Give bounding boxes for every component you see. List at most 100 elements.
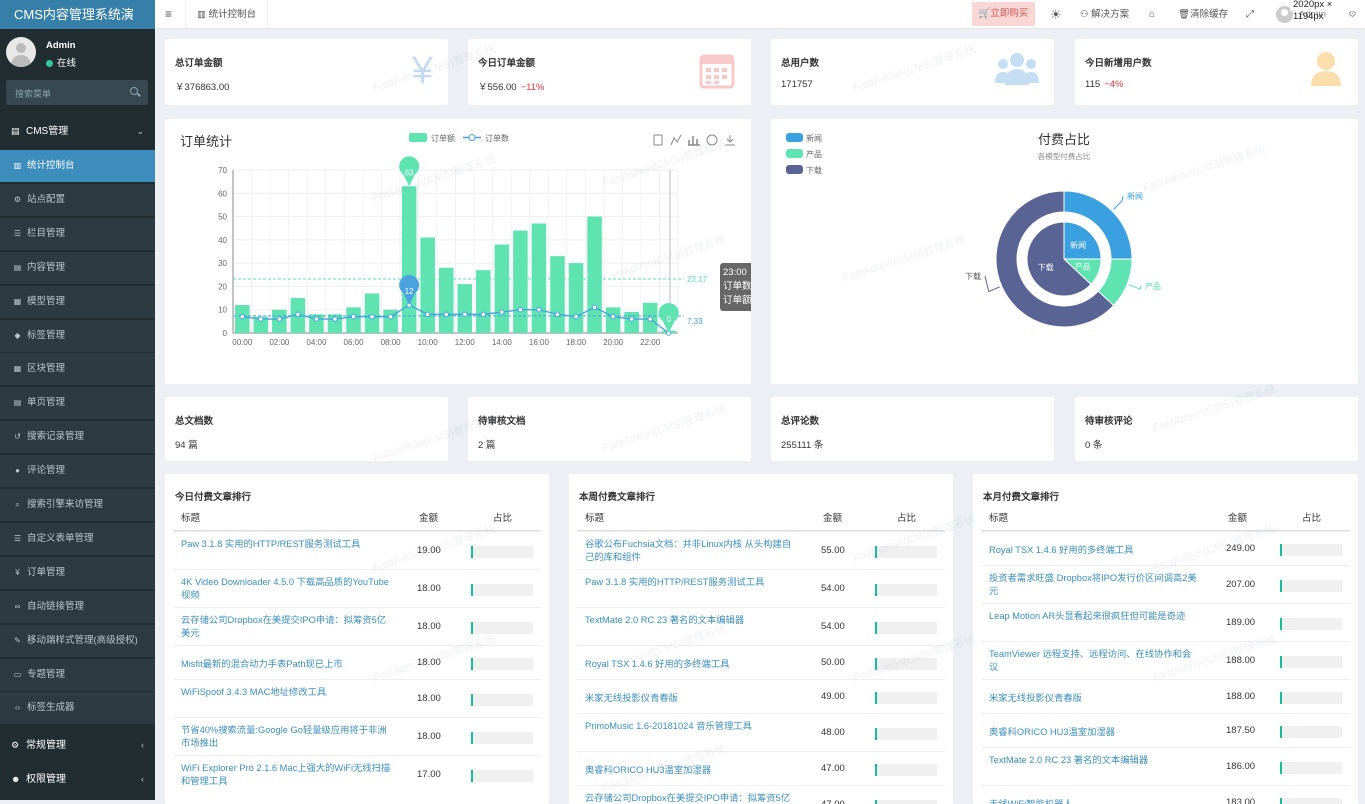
search-icon[interactable] xyxy=(130,87,138,95)
article-title-link[interactable]: 无线WiFi智能机器人 xyxy=(989,799,1073,804)
sidebar-item-label: 模型管理 xyxy=(27,295,66,307)
cogs-icon: ⚙ xyxy=(11,740,20,750)
column-header-ratio: 占比 xyxy=(1302,513,1322,524)
article-title-link[interactable]: Royal TSX 1.4.6 好用的多终端工具 xyxy=(989,545,1134,555)
x-tick-label: 10:00 xyxy=(418,338,439,347)
menu-toggle-icon[interactable]: ≡ xyxy=(165,7,173,21)
ranking-title: 本周付费文章排行 xyxy=(579,492,656,503)
article-title-link[interactable]: 云存储公司Dropbox在美提交IPO申请：拟筹资5亿美元 xyxy=(585,793,791,803)
theme-toggle-icon[interactable]: ☀ xyxy=(1050,7,1062,22)
ratio-progress-bar xyxy=(471,770,533,782)
series-point xyxy=(443,311,449,318)
article-title-link[interactable]: Paw 3.1.8 实用的HTTP/REST服务测试工具 xyxy=(181,539,361,549)
x-tick-label: 16:00 xyxy=(529,338,550,347)
article-title-link[interactable]: 米家无线投影仪青春版 xyxy=(585,693,678,703)
sidebar-item-label: 单页管理 xyxy=(27,397,66,409)
user-avatar[interactable] xyxy=(1276,6,1293,23)
sidebar-item-1[interactable]: ▥ 统计控制台 xyxy=(0,150,155,182)
sidebar-item-4[interactable]: ▤ 内容管理 xyxy=(0,251,155,284)
ratio-progress-bar xyxy=(875,764,937,776)
fullscreen-icon[interactable]: ⤢ xyxy=(1246,9,1254,20)
article-title-link[interactable]: 节省40%搜索流量:Google Go轻量级应用将于非洲市场推出 xyxy=(181,725,387,748)
sidebar-item-10[interactable]: ● 评论管理 xyxy=(0,455,155,488)
stat-number: 171757 xyxy=(781,79,813,90)
article-title-link[interactable]: TeamViewer 远程支持、远程访问、在线协作和会议 xyxy=(989,649,1192,672)
x-tick-label: 06:00 xyxy=(344,338,365,347)
sidebar-item-6[interactable]: ◆ 标签管理 xyxy=(0,319,155,352)
sidebar-item-5[interactable]: ▦ 模型管理 xyxy=(0,285,155,318)
article-title-link[interactable]: Misfit最新的混合动力手表Path现已上市 xyxy=(181,659,343,669)
ranking-card-today: 今日付费文章排行 标题 金额 占比 Paw 3.1.8 实用的HTTP/REST服务测试… xyxy=(165,474,549,804)
article-title-link[interactable]: 4K Video Downloader 4.5.0 下载高品质的YouTube视… xyxy=(181,577,389,600)
chart-bar xyxy=(624,312,639,333)
table-row: Paw 3.1.8 实用的HTTP/REST服务测试工具 54.00 xyxy=(577,569,945,607)
column-header-title: 标题 xyxy=(181,513,201,524)
sidebar-item-8[interactable]: ▤ 单页管理 xyxy=(0,387,155,420)
app-logo[interactable]: CMS内容管理系统演 xyxy=(0,0,155,29)
sidebar-group-general[interactable]: ⚙ 常规管理 ‹ xyxy=(0,728,155,762)
clear-cache-link[interactable]: 🗑清除缓存 xyxy=(1178,0,1228,29)
article-title-link[interactable]: TextMate 2.0 RC 23 著名的文本编辑器 xyxy=(585,615,745,625)
sidebar-item-2[interactable]: ⚙ 站点配置 xyxy=(0,183,155,216)
sidebar-section-cms[interactable]: ▤ CMS管理 ⌄ xyxy=(0,114,155,148)
sidebar-item-16[interactable]: ▭ 专题管理 xyxy=(0,658,155,691)
article-title-link[interactable]: Royal TSX 1.4.6 好用的多终端工具 xyxy=(585,659,730,669)
series-point xyxy=(369,314,375,320)
table-row: 无线WiFi智能机器人 183.00 xyxy=(981,785,1350,804)
article-title-link[interactable]: 奥睿科ORICO HU3温室加湿器 xyxy=(585,765,712,775)
file-icon: ▤ xyxy=(13,262,22,272)
sidebar-item-9[interactable]: ↺ 搜索记录管理 xyxy=(0,421,155,454)
y-tick-label: 0 xyxy=(223,329,228,338)
user-menu[interactable]: Admin xyxy=(1299,0,1326,29)
sidebar-group-permission[interactable]: ☻ 权限管理 ‹ xyxy=(0,762,155,796)
article-title-link[interactable]: Paw 3.1.8 实用的HTTP/REST服务测试工具 xyxy=(585,577,765,587)
column-header-ratio: 占比 xyxy=(897,513,917,524)
article-amount: 50.00 xyxy=(821,657,845,668)
sidebar-item-7[interactable]: ▦ 区块管理 xyxy=(0,353,155,386)
trash-icon: 🗑 xyxy=(1178,9,1191,20)
article-amount: 18.00 xyxy=(417,693,441,704)
sidebar-item-12[interactable]: ☰ 自定义表单管理 xyxy=(0,522,155,555)
home-icon[interactable]: ⌂ xyxy=(1149,9,1156,20)
sidebar-item-15[interactable]: ✎ 移动端样式管理(高级授权) xyxy=(0,624,155,657)
sidebar-item-3[interactable]: ☰ 栏目管理 xyxy=(0,217,155,250)
ranking-title: 今日付费文章排行 xyxy=(175,492,252,503)
series-point xyxy=(536,307,542,313)
inner-pie-slice xyxy=(1063,221,1102,260)
sidebar-item-label: 自定义表单管理 xyxy=(27,532,94,544)
solutions-link[interactable]: ⚇ 解决方案 xyxy=(1080,0,1129,29)
legend-label: 新闻 xyxy=(806,133,822,143)
article-title-link[interactable]: 谷歌公布Fuchsia文档：并非Linux内核 从头构建自己的库和组件 xyxy=(585,539,792,562)
sidebar-item-11[interactable]: ⌕ 搜索引擎来访管理 xyxy=(0,489,155,521)
stat-value: ￥556.00 −11% xyxy=(478,79,544,93)
sidebar-item-14[interactable]: ∞ 自动链接管理 xyxy=(0,590,155,623)
chart-bar xyxy=(420,237,435,333)
column-header-title: 标题 xyxy=(989,513,1009,524)
article-title-link[interactable]: 奥睿科ORICO HU3温室加湿器 xyxy=(989,727,1116,737)
y-tick-label: 50 xyxy=(218,213,227,222)
sidebar-search-input[interactable]: 搜索菜单 xyxy=(6,80,148,105)
article-title-link[interactable]: WiFi Explorer Pro 2.1.6 Mac上强大的WiFi无线扫描和… xyxy=(181,763,391,786)
sidebar-item-13[interactable]: ¥ 订单管理 xyxy=(0,556,155,589)
gear-icon[interactable]: ⚙ xyxy=(1348,9,1357,20)
article-title-link[interactable]: PrimoMusic 1.6-20181024 音乐管理工具 xyxy=(585,721,752,731)
tooltip-amount: 订单额：0 元 xyxy=(723,295,751,306)
chart-icon: ▥ xyxy=(13,161,22,170)
article-title-link[interactable]: Leap Motion AR头显看起来很疯狂但可能是奇迹 xyxy=(989,611,1186,621)
legend-label: 订单数 xyxy=(485,133,509,143)
cogs-icon: ⚙ xyxy=(13,194,22,204)
comment-icon: ● xyxy=(15,466,20,476)
buy-now-button[interactable]: 🛒立即购买 xyxy=(972,2,1035,26)
y-tick-label: 20 xyxy=(218,282,227,291)
chart-bar xyxy=(494,244,510,333)
article-title-link[interactable]: 云存储公司Dropbox在美提交IPO申请：拟筹资5亿美元 xyxy=(181,615,387,638)
article-title-link[interactable]: 米家无线投影仪青春版 xyxy=(989,693,1082,703)
x-tick-label: 02:00 xyxy=(269,338,290,347)
tab-dashboard[interactable]: ▥ 统计控制台 xyxy=(185,0,268,29)
article-title-link[interactable]: TextMate 2.0 RC 23 著名的文本编辑器 xyxy=(989,755,1149,765)
article-title-link[interactable]: WiFiSpoof 3.4.3 MAC地址修改工具 xyxy=(181,687,327,697)
article-title-link[interactable]: 投资者需求旺盛 Dropbox将IPO发行价区间调高2美元 xyxy=(989,573,1197,596)
mark-line-label: 23.17 xyxy=(687,275,708,284)
line-icon xyxy=(670,134,682,146)
sidebar-item-17[interactable]: ‹› 标签生成器 xyxy=(0,692,155,725)
